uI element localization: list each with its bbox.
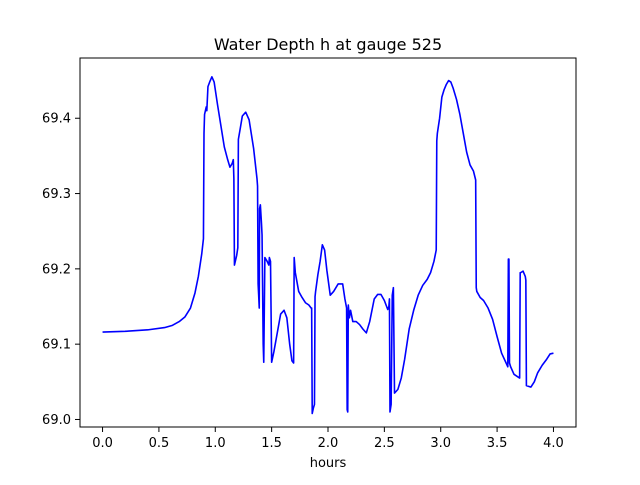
plot-area	[102, 76, 554, 415]
x-tick-label: 3.0	[430, 436, 451, 451]
chart-title: Water Depth h at gauge 525	[214, 35, 442, 54]
x-tick-label: 2.5	[374, 436, 395, 451]
x-tick-label: 1.0	[205, 436, 226, 451]
series-line	[102, 76, 554, 415]
x-axis-label: hours	[310, 456, 347, 471]
x-tick-label: 2.0	[318, 436, 339, 451]
y-tick-label: 69.4	[42, 112, 71, 127]
y-tick-label: 69.0	[42, 413, 71, 428]
x-tick-label: 0.0	[92, 436, 113, 451]
y-tick-label: 69.3	[42, 187, 71, 202]
x-tick-label: 3.5	[487, 436, 508, 451]
x-axis: 0.0 0.5 1.0 1.5 2.0 2.5 3.0 3.5 4.0	[92, 427, 564, 451]
y-axis: 69.0 69.1 69.2 69.3 69.4	[42, 112, 80, 428]
x-tick-label: 1.5	[261, 436, 282, 451]
x-tick-label: 0.5	[149, 436, 170, 451]
y-tick-label: 69.2	[42, 262, 71, 277]
x-tick-label: 4.0	[543, 436, 564, 451]
y-tick-label: 69.1	[42, 338, 71, 353]
